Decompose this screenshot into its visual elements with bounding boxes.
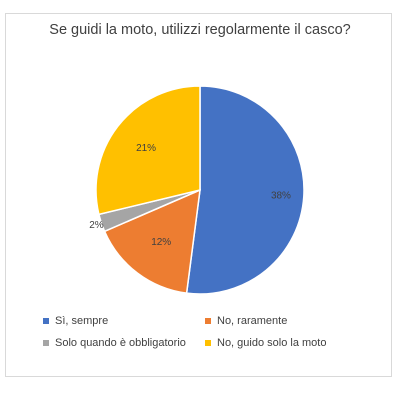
legend-label-si-sempre: Sì, sempre	[55, 315, 109, 327]
pie-slice-si-sempre	[185, 85, 305, 295]
legend-item-no-raramente: No, raramente	[205, 315, 287, 327]
legend-item-si-sempre: Sì, sempre	[43, 315, 108, 327]
legend-swatch-si-sempre	[43, 318, 49, 324]
pie-slice-no-guido-solo	[95, 85, 201, 216]
legend-swatch-solo-obbligatorio	[43, 340, 49, 346]
legend-label-no-guido-solo: No, guido solo la moto	[217, 337, 327, 349]
legend-label-solo-obbligatorio: Solo quando è obbligatorio	[55, 337, 186, 349]
data-label-si-sempre: 38%	[271, 191, 291, 202]
legend-item-solo-obbligatorio: Solo quando è obbligatorio	[43, 337, 186, 349]
legend-item-no-guido-solo: No, guido solo la moto	[205, 337, 326, 349]
legend-label-no-raramente: No, raramente	[217, 315, 288, 327]
chart-title: Se guidi la moto, utilizzi regolarmente …	[49, 22, 351, 38]
legend-swatch-no-guido-solo	[205, 340, 211, 346]
pie-slice-no-raramente	[103, 188, 201, 294]
data-label-no-raramente: 12%	[151, 237, 171, 248]
legend-swatch-no-raramente	[205, 318, 211, 324]
data-label-no-guido-solo: 21%	[136, 143, 156, 154]
data-label-solo-obbligatorio: 2%	[89, 220, 104, 231]
